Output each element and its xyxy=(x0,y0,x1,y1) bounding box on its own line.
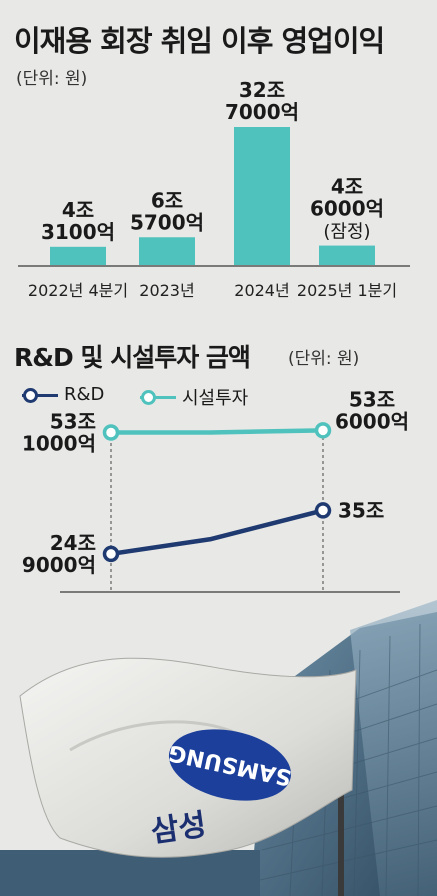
line-chart: 2022년2023년2024년24조9000억35조53조1000억53조600… xyxy=(22,387,409,624)
series-0-start-label-0: 24조 xyxy=(50,531,96,555)
series-1-end-label-1: 6000억 xyxy=(335,409,409,433)
legend-rnd-marker-icon xyxy=(22,387,58,403)
chart1-title: 이재용 회장 취임 이후 영업이익 xyxy=(14,24,385,58)
bar-value-label-3-2: (잠정) xyxy=(323,222,370,243)
bar-0 xyxy=(50,246,106,265)
legend-item-rnd: R&D xyxy=(22,384,104,405)
bar-category-label-2: 2024년 xyxy=(234,281,289,300)
bar-category-label-1: 2023년 xyxy=(139,281,194,300)
bar-value-label-2-1: 7000억 xyxy=(225,100,299,124)
samsung-flag-photo: SAMSUNG 삼성 xyxy=(0,600,437,896)
bar-3 xyxy=(319,245,375,265)
bar-value-label-2-0: 32조 xyxy=(239,78,285,102)
legend-capex-marker-icon xyxy=(140,390,176,405)
series-0-point-2 xyxy=(314,502,332,519)
series-1-point-0 xyxy=(102,424,120,441)
bar-value-label-1-0: 6조 xyxy=(151,188,183,212)
bar-value-label-0-0: 4조 xyxy=(62,198,94,222)
legend-item-capex: 시설투자 xyxy=(140,384,248,410)
series-1-point-2 xyxy=(314,422,332,439)
bar-value-label-3-1: 6000억 xyxy=(310,197,384,221)
legend-capex-label: 시설투자 xyxy=(182,388,249,409)
series-line-1 xyxy=(111,428,324,435)
chart2-unit-label: (단위: 원) xyxy=(288,349,360,369)
bar-category-label-3: 2025년 1분기 xyxy=(297,281,397,300)
bar-value-label-0-1: 3100억 xyxy=(41,220,115,244)
series-0-end-label-0: 35조 xyxy=(338,498,384,522)
bar-value-label-1-1: 5700억 xyxy=(130,210,204,234)
series-0-start-label-1: 9000억 xyxy=(22,553,96,577)
flag-korean-text: 삼성 xyxy=(149,807,209,849)
bar-category-label-0: 2022년 4분기 xyxy=(28,281,128,300)
bar-2 xyxy=(234,127,290,265)
series-1-start-label-1: 1000억 xyxy=(22,431,96,455)
series-1-start-label-0: 53조 xyxy=(50,409,96,433)
chart2-title: R&D 및 시설투자 금액 xyxy=(14,343,251,372)
bar-1 xyxy=(139,237,195,265)
legend-rnd-label: R&D xyxy=(64,384,105,405)
series-0-point-0 xyxy=(102,545,120,563)
series-line-0 xyxy=(110,508,324,557)
series-1-end-label-0: 53조 xyxy=(349,387,395,411)
chart1-unit-label: (단위: 원) xyxy=(16,69,88,89)
bar-value-label-3-0: 4조 xyxy=(331,175,363,199)
